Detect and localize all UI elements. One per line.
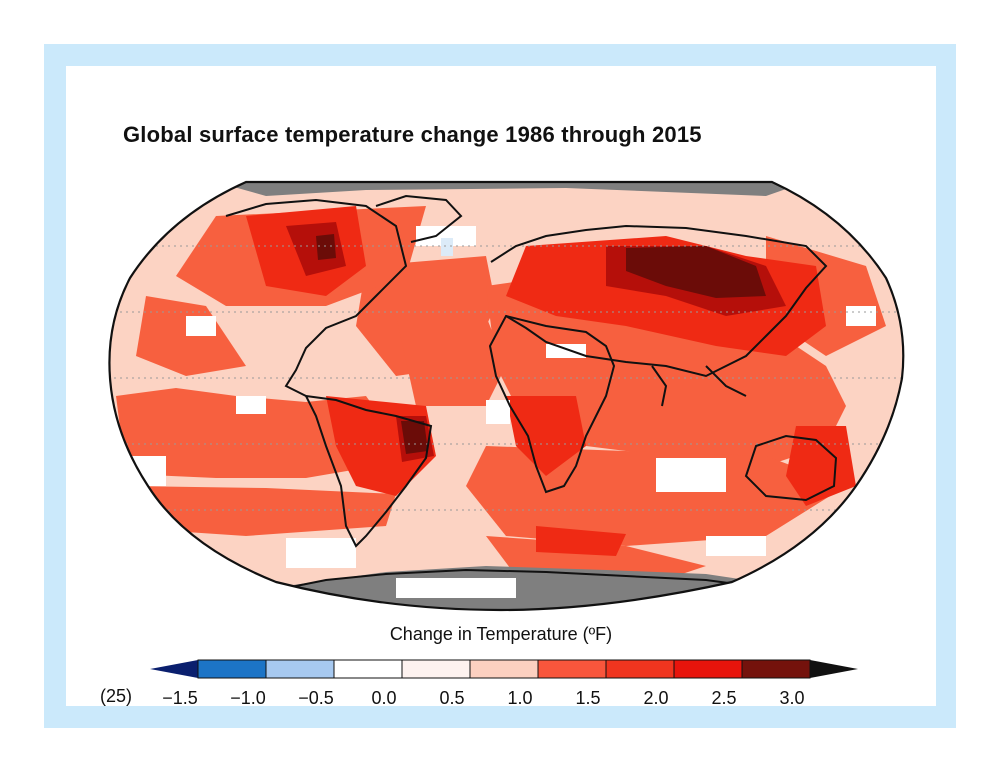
temperature-field-extreme: [626, 246, 766, 298]
coastline: [744, 434, 838, 502]
temperature-patch-neutral: [486, 400, 510, 424]
temperature-field-extreme: [316, 234, 336, 260]
map-fill: [109, 182, 904, 610]
colorbar-tick-label: 3.0: [779, 688, 805, 708]
colorbar-tick-label: −1.0: [230, 688, 266, 708]
temperature-patch-neutral: [186, 316, 216, 336]
colorbar-segment: [605, 659, 675, 679]
colorbar-tick-label: −1.5: [162, 688, 198, 708]
temperature-field-warm: [466, 446, 846, 546]
outer-frame: Global surface temperature change 1986 t…: [44, 44, 956, 728]
colorbar-segment: [537, 659, 607, 679]
coastline: [705, 365, 747, 397]
temperature-patch-neutral: [656, 458, 726, 492]
coastline: [304, 394, 433, 548]
temperature-field-warm: [396, 316, 506, 406]
colorbar-segment: [741, 659, 811, 679]
colorbar-segment: [673, 659, 743, 679]
map-title: Global surface temperature change 1986 t…: [123, 122, 702, 147]
world-temperature-map: [108, 180, 905, 679]
colorbar-tick-label: 2.5: [711, 688, 737, 708]
temperature-field-warm: [116, 388, 396, 478]
temperature-patch-slight-cool: [666, 596, 680, 602]
coastline: [225, 198, 408, 397]
temperature-field-hot: [536, 526, 626, 556]
coastline: [651, 365, 668, 407]
colorbar-tick-label: 0.5: [439, 688, 465, 708]
colorbar-label: Change in Temperature (ºF): [389, 624, 613, 644]
temperature-field-extreme: [401, 421, 428, 454]
temperature-patch-slight-cool: [441, 238, 453, 256]
colorbar-tick-label: 1.0: [507, 688, 533, 708]
temperature-patch-neutral: [236, 396, 266, 414]
colorbar-segment: [197, 659, 267, 679]
colorbar-tick-label: −0.5: [298, 688, 334, 708]
arctic-no-data: [216, 182, 806, 196]
temperature-patch-neutral: [846, 306, 876, 326]
temperature-field-warm: [126, 486, 396, 536]
coastline: [488, 314, 616, 494]
colorbar-segment: [333, 659, 403, 679]
colorbar-tick-label: 0.0: [371, 688, 397, 708]
colorbar-segment: [401, 659, 471, 679]
temperature-field-hot: [786, 426, 856, 506]
colorbar-high-extend: [810, 660, 858, 678]
temperature-field-hot: [506, 396, 586, 476]
figure-panel: Global surface temperature change 1986 t…: [66, 66, 936, 708]
colorbar-segment: [469, 659, 539, 679]
coastline: [265, 568, 767, 593]
coastline: [375, 194, 463, 243]
temperature-patch-neutral: [546, 344, 586, 358]
temperature-patch-neutral: [706, 536, 766, 556]
coastline: [490, 224, 828, 378]
colorbar-tick-label: 1.5: [575, 688, 601, 708]
colorbar-segment: [265, 659, 335, 679]
colorbar-tick-label: 2.0: [643, 688, 669, 708]
colorbar-low-extend: [150, 660, 198, 678]
globe-outline: [108, 180, 905, 612]
temperature-patch-neutral: [286, 538, 356, 568]
source-number: (25): [100, 686, 133, 706]
temperature-patch-neutral: [416, 226, 476, 246]
colorbar: [150, 659, 858, 679]
temperature-patch-neutral: [396, 578, 516, 598]
